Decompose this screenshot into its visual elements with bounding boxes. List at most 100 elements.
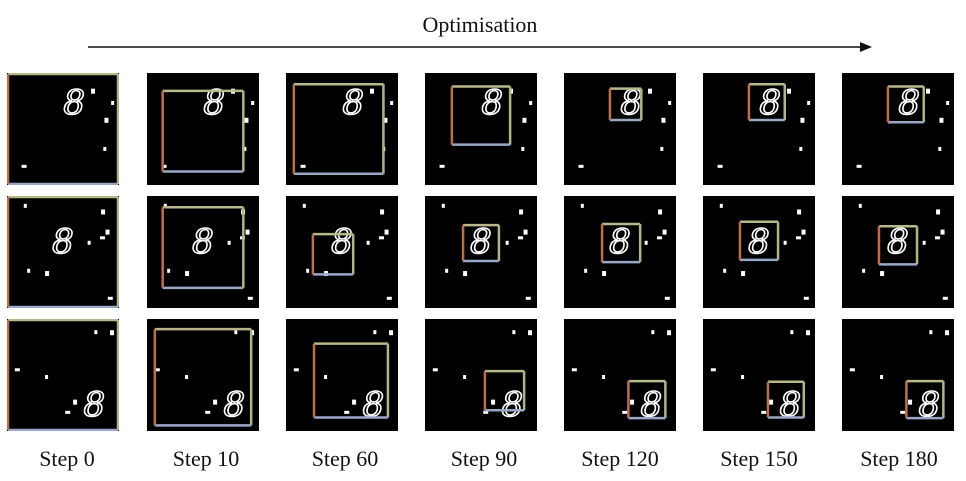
image-cell-bottom-step-90: 8 xyxy=(425,319,537,431)
digit-eight: 8 xyxy=(331,222,353,262)
speckle xyxy=(862,268,866,273)
digit-eight: 8 xyxy=(481,83,503,123)
speckle xyxy=(522,117,527,123)
speckle xyxy=(439,164,445,168)
speckle xyxy=(185,375,189,379)
speckle xyxy=(858,203,862,208)
step-label-90: Step 90 xyxy=(450,446,518,471)
image-canvas: 8 xyxy=(710,330,811,426)
speckle xyxy=(790,330,794,335)
image-cell-bottom-step-180: 8 xyxy=(842,319,954,431)
step-label-150: Step 150 xyxy=(720,446,798,471)
speckle xyxy=(378,236,384,240)
speckle xyxy=(584,268,588,273)
speckle xyxy=(519,209,524,215)
image-cell-top-step-120: 8 xyxy=(564,73,676,185)
speckle xyxy=(602,271,607,277)
speckle xyxy=(324,375,328,379)
speckle xyxy=(45,375,49,379)
speckle xyxy=(741,271,746,277)
speckle xyxy=(801,229,806,235)
speckle xyxy=(251,101,255,105)
speckle xyxy=(293,368,299,372)
digit-eight: 8 xyxy=(919,385,941,425)
speckle xyxy=(525,296,531,300)
speckle xyxy=(390,101,394,105)
speckle xyxy=(94,330,98,335)
speckle xyxy=(940,229,945,235)
speckle xyxy=(938,146,942,151)
speckle xyxy=(571,368,577,372)
image-canvas: 8 xyxy=(432,330,533,426)
figure-title: Optimisation xyxy=(422,12,538,37)
speckle xyxy=(383,117,388,123)
optimisation-arrow xyxy=(88,42,872,52)
speckle xyxy=(580,203,584,208)
image-canvas: 8 xyxy=(849,330,950,426)
digit-eight: 8 xyxy=(748,222,770,262)
image-cell-middle-step-180: 8 xyxy=(842,196,954,308)
speckle xyxy=(934,236,940,240)
speckle xyxy=(163,203,167,208)
speckle xyxy=(244,117,249,123)
image-canvas: 8 xyxy=(293,330,394,426)
speckle xyxy=(803,296,809,300)
image-cell-top-step-0: 8 xyxy=(7,73,119,185)
speckle xyxy=(849,368,855,372)
image-cell-middle-step-150: 8 xyxy=(703,196,815,308)
speckle xyxy=(797,209,802,215)
image-canvas: 8 xyxy=(580,203,670,300)
speckle xyxy=(243,146,247,151)
speckle xyxy=(154,368,160,372)
image-cell-middle-step-10: 8 xyxy=(147,196,259,308)
speckle xyxy=(660,146,664,151)
speckle xyxy=(661,117,666,123)
image-cell-middle-step-120: 8 xyxy=(564,196,676,308)
speckle xyxy=(908,399,913,405)
speckle xyxy=(111,101,115,105)
speckle xyxy=(344,410,350,414)
speckle xyxy=(719,203,723,208)
speckle xyxy=(352,399,357,405)
speckle xyxy=(27,268,31,273)
speckle xyxy=(630,399,635,405)
speckle xyxy=(668,101,672,105)
speckle xyxy=(929,330,933,335)
speckle xyxy=(432,368,438,372)
step-label-0: Step 0 xyxy=(39,446,95,471)
speckle xyxy=(942,296,948,300)
speckle xyxy=(936,209,941,215)
step-label-180: Step 180 xyxy=(860,446,938,471)
speckle xyxy=(807,101,811,105)
speckle xyxy=(529,101,533,105)
digit-eight: 8 xyxy=(470,222,492,262)
speckle xyxy=(104,117,109,123)
speckle xyxy=(945,330,950,336)
image-canvas: 8 xyxy=(7,196,119,308)
speckle xyxy=(528,330,533,336)
image-cell-top-step-10: 8 xyxy=(147,73,259,185)
speckle xyxy=(880,375,884,379)
digit-eight: 8 xyxy=(52,222,74,262)
speckle xyxy=(787,88,791,94)
image-canvas: 8 xyxy=(161,203,253,300)
image-cell-bottom-step-60: 8 xyxy=(286,319,398,431)
digit-eight: 8 xyxy=(641,385,663,425)
speckle xyxy=(370,88,374,94)
speckle xyxy=(517,236,523,240)
speckle xyxy=(922,240,926,245)
image-canvas: 8 xyxy=(7,73,119,185)
speckle xyxy=(658,209,663,215)
speckle xyxy=(21,164,27,168)
speckle xyxy=(783,240,787,245)
speckle xyxy=(384,229,389,235)
speckle xyxy=(880,271,885,277)
speckle xyxy=(380,209,385,215)
speckle xyxy=(578,164,584,168)
image-canvas: 8 xyxy=(571,330,672,426)
speckle xyxy=(366,240,370,245)
speckle xyxy=(107,296,113,300)
speckle xyxy=(799,146,803,151)
speckle xyxy=(800,117,805,123)
speckle xyxy=(602,375,606,379)
